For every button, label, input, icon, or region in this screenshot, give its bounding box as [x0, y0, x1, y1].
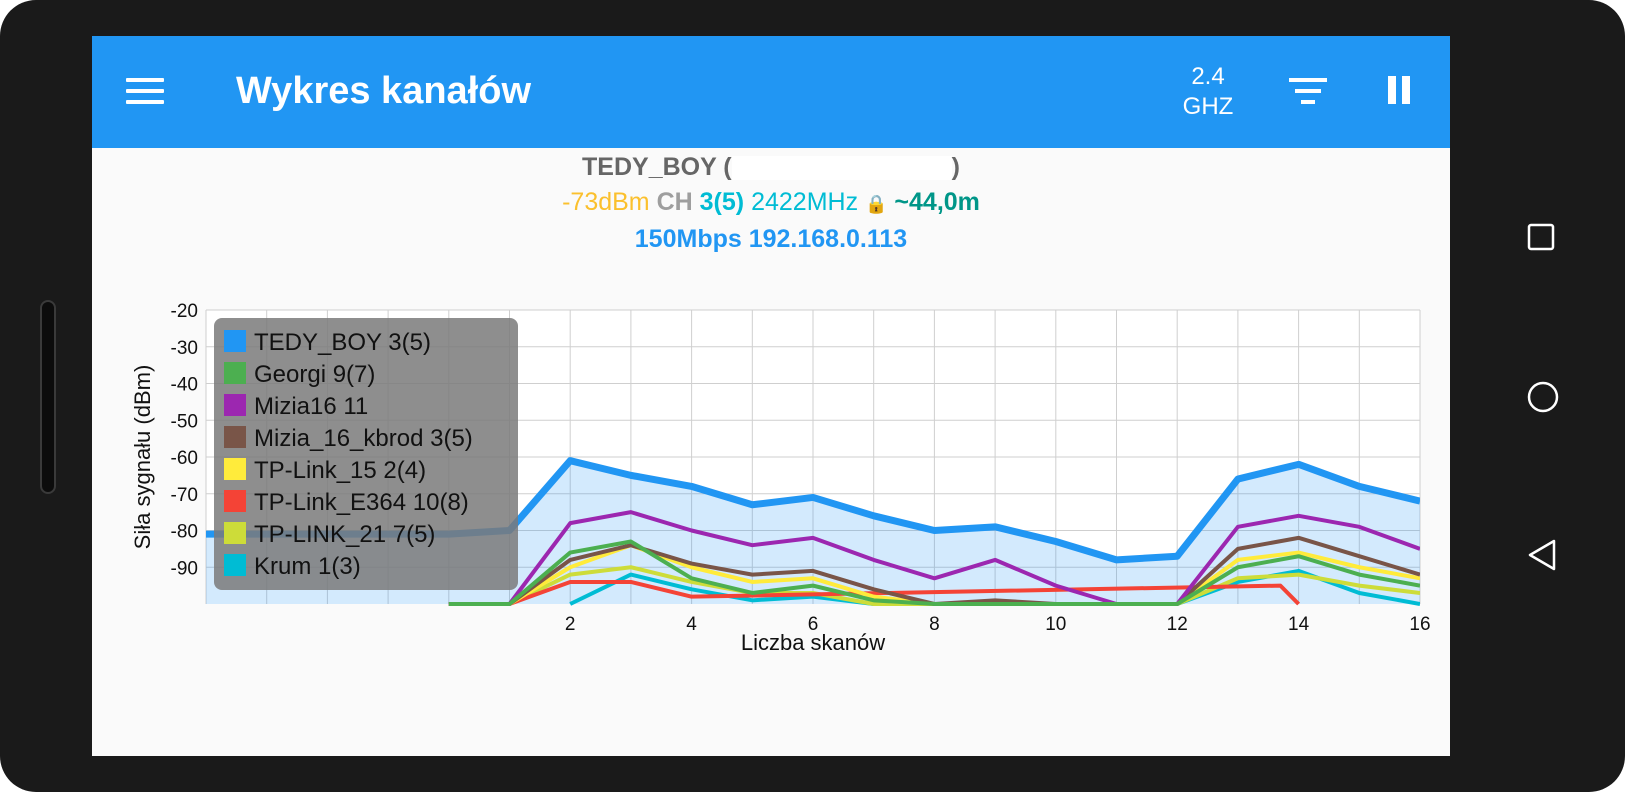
x-tick-label: 8	[929, 614, 940, 635]
legend-swatch	[224, 490, 246, 512]
series-line	[448, 539, 1420, 606]
app-bar: Wykres kanałów 2.4 GHZ	[92, 36, 1450, 148]
y-tick-label: -70	[171, 485, 198, 506]
legend-label: Mizia_16_kbrod 3(5)	[254, 425, 473, 452]
legend-label: TEDY_BOY 3(5)	[254, 329, 431, 356]
y-tick-label: -60	[171, 448, 198, 469]
filter-icon[interactable]	[1288, 78, 1328, 106]
x-tick-label: 14	[1288, 614, 1310, 635]
x-tick-label: 16	[1409, 614, 1430, 635]
legend-label: Georgi 9(7)	[254, 361, 375, 388]
channel-value: 3(5)	[699, 188, 745, 216]
signal-strength: -73dBm	[562, 188, 650, 216]
legend-swatch	[224, 458, 246, 480]
y-tick-label: -30	[171, 338, 198, 359]
circle-home-icon[interactable]	[1526, 380, 1560, 414]
legend-swatch	[224, 426, 246, 448]
x-tick-label: 10	[1045, 614, 1066, 635]
legend-label: TP-Link_E364 10(8)	[254, 489, 469, 516]
legend-swatch	[224, 330, 246, 352]
legend-label: TP-Link_15 2(4)	[254, 457, 426, 484]
ssid: TEDY_BOY	[582, 153, 717, 181]
page-title: Wykres kanałów	[236, 70, 532, 112]
legend-swatch	[224, 394, 246, 416]
ssid-open-paren: (	[723, 153, 732, 181]
android-nav-bar	[1450, 0, 1625, 792]
legend-box	[214, 318, 518, 590]
legend-swatch	[224, 554, 246, 576]
x-tick-label: 4	[686, 614, 697, 635]
y-tick-label: -90	[171, 558, 198, 579]
legend-swatch	[224, 362, 246, 384]
distance: ~44,0m	[894, 188, 980, 216]
y-tick-label: -40	[171, 375, 198, 396]
pause-icon[interactable]	[1388, 76, 1414, 104]
x-tick-label: 2	[565, 614, 576, 635]
ssid-close-paren: )	[951, 153, 960, 181]
y-tick-label: -80	[171, 522, 198, 543]
square-recent-apps-icon[interactable]	[1526, 222, 1556, 252]
legend-label: Mizia16 11	[254, 393, 368, 420]
y-tick-label: -50	[171, 411, 198, 432]
legend-label: Krum 1(3)	[254, 553, 361, 580]
speed-ip-line: 150Mbps 192.168.0.113	[634, 225, 908, 253]
x-tick-label: 12	[1167, 614, 1188, 635]
y-tick-label: -20	[171, 301, 198, 322]
triangle-back-icon[interactable]	[1526, 538, 1558, 572]
bssid-redacted	[731, 156, 952, 181]
x-tick-label: 6	[808, 614, 819, 635]
lock-icon: 🔒	[865, 194, 888, 214]
connection-details-line: -73dBm CH 3(5) 2422MHz 🔒 ~44,0m	[92, 188, 1450, 217]
legend-swatch	[224, 522, 246, 544]
legend-label: TP-LINK_21 7(5)	[254, 521, 435, 548]
channel-label: CH	[656, 188, 693, 216]
menu-icon[interactable]	[126, 78, 164, 104]
y-axis-title: Siła sygnału (dBm)	[130, 365, 155, 550]
series-line	[448, 510, 1420, 606]
x-axis-title: Liczba skanów	[741, 630, 885, 655]
frequency: 2422MHz	[751, 188, 859, 216]
connection-ssid-line: TEDY_BOY ()	[92, 153, 1450, 182]
phone-side-button	[40, 300, 56, 494]
band-selector-button[interactable]: 2.4 GHZ	[1182, 63, 1234, 120]
